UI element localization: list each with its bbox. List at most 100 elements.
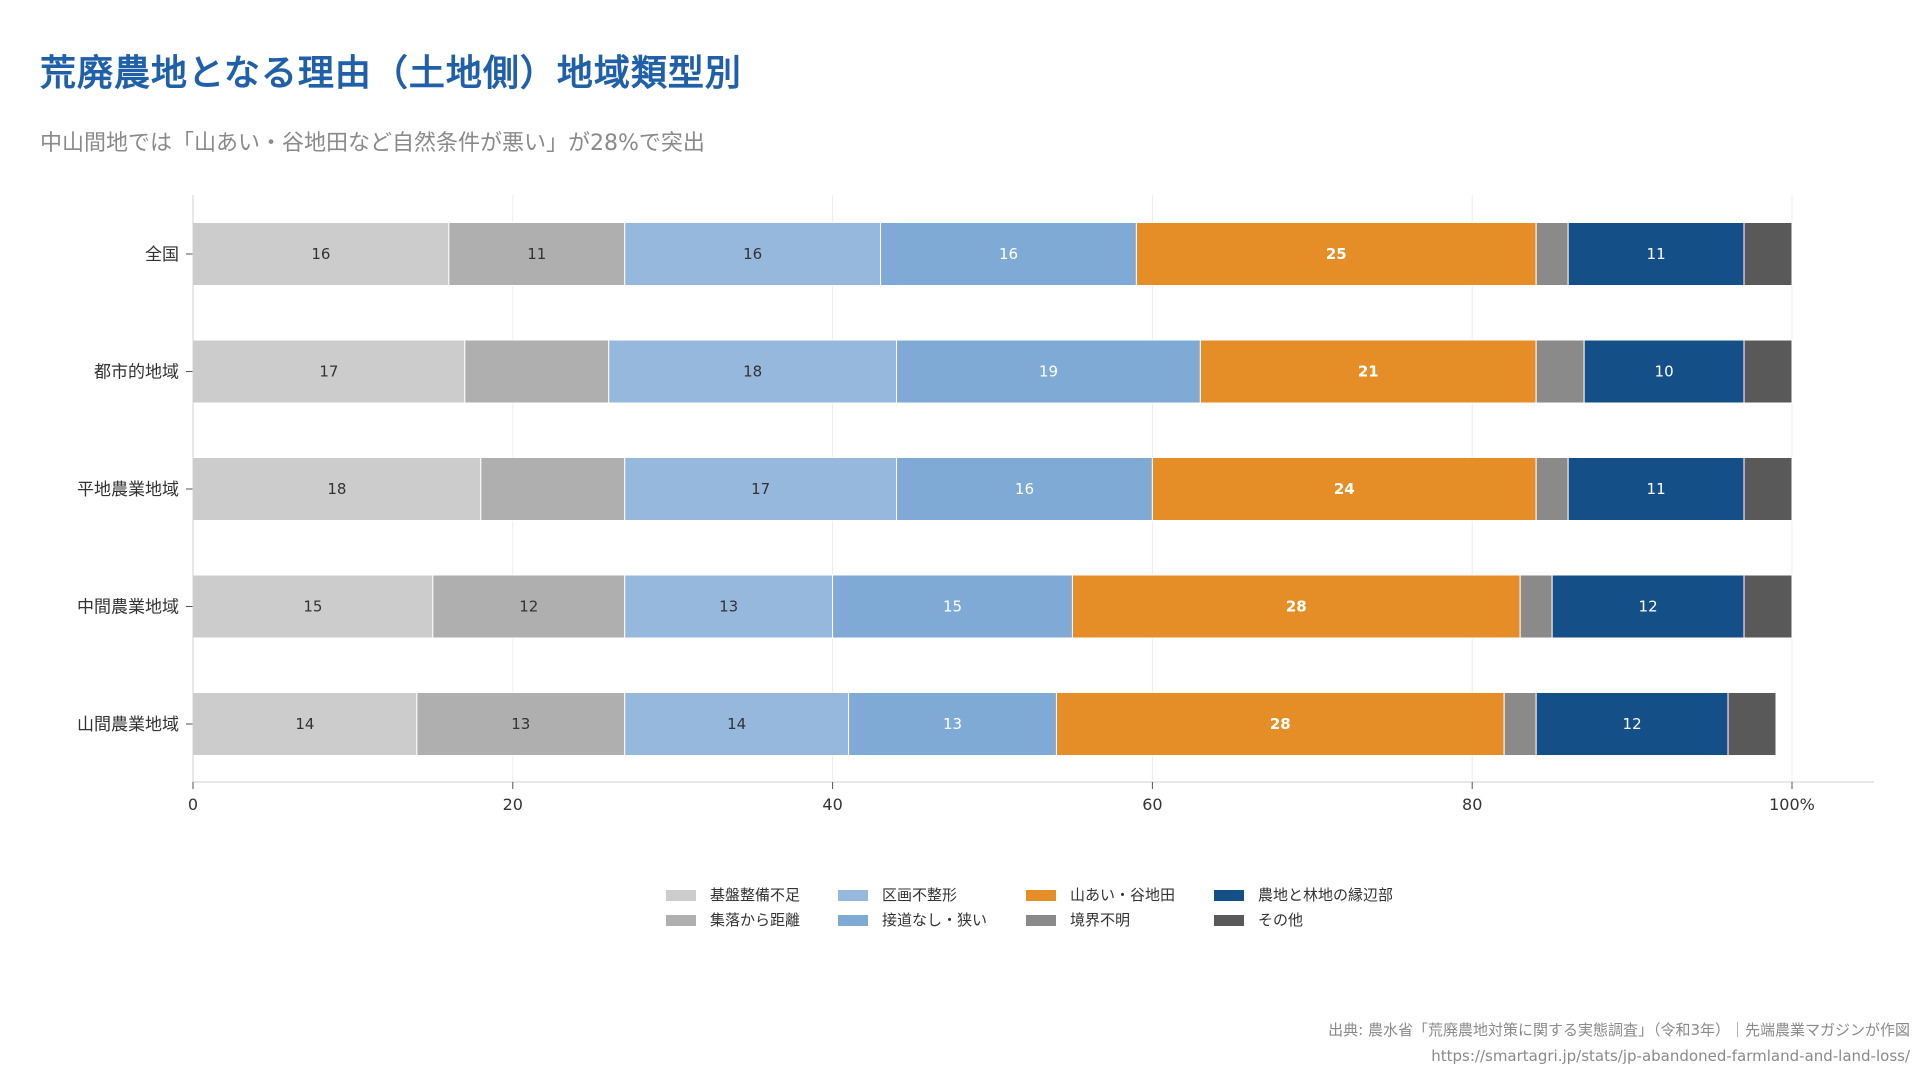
chart-source: 出典: 農水省「荒廃農地対策に関する実態調査」（令和3年）｜先端農業マガジンが作… <box>1328 1017 1910 1069</box>
bar-segment <box>624 457 898 521</box>
bar-segment <box>1743 339 1793 404</box>
legend-item: 山あい・谷地田 <box>1026 885 1175 905</box>
source-url: https://smartagri.jp/stats/jp-abandoned-… <box>1431 1047 1910 1065</box>
legend-swatch <box>838 915 868 926</box>
chart-title: 荒廃農地となる理由（土地側）地域類型別 <box>40 53 742 94</box>
bar-segment <box>1151 457 1537 521</box>
bar-segment <box>1743 222 1793 286</box>
legend-item: 接道なし・狭い <box>838 910 987 930</box>
data-label: 25 <box>1326 245 1347 263</box>
bar-segment <box>1519 574 1553 639</box>
legend-swatch <box>1026 890 1056 901</box>
data-label: 21 <box>1358 363 1379 381</box>
bar-segment <box>1743 457 1793 521</box>
bar-segment <box>1535 457 1569 521</box>
y-tick-label: 平地農業地域 <box>77 480 179 500</box>
bar-segment <box>1567 222 1745 286</box>
bar-segment <box>896 339 1201 404</box>
bar-segment <box>1743 574 1793 639</box>
legend-item: 農地と林地の縁辺部 <box>1214 885 1393 905</box>
data-label: 12 <box>1623 715 1642 733</box>
x-tick-label: 40 <box>822 795 842 814</box>
data-label: 11 <box>1647 245 1666 263</box>
x-tick-label: 0 <box>188 795 198 814</box>
legend-label: 基盤整備不足 <box>710 886 801 904</box>
data-label: 15 <box>943 598 962 616</box>
bar-segment <box>192 222 450 286</box>
bar-segment <box>624 222 882 286</box>
legend-item: その他 <box>1214 910 1303 930</box>
legend-swatch <box>1214 915 1244 926</box>
y-tick-label: 全国 <box>145 245 179 265</box>
data-label: 18 <box>327 480 346 498</box>
bar-segment <box>192 692 418 756</box>
data-label: 15 <box>303 598 322 616</box>
legend-item: 境界不明 <box>1026 910 1130 930</box>
source-citation: 出典: 農水省「荒廃農地対策に関する実態調査」（令和3年）｜先端農業マガジンが作… <box>1328 1021 1910 1039</box>
bar-segment <box>1535 692 1729 756</box>
data-label: 11 <box>1647 480 1666 498</box>
data-label: 17 <box>751 480 770 498</box>
data-label: 12 <box>1639 598 1658 616</box>
chart-subtitle: 中山間地では「山あい・谷地田など自然条件が悪い」が28%で突出 <box>40 131 705 156</box>
y-tick-label: 山間農業地域 <box>77 715 179 735</box>
data-label: 13 <box>943 715 962 733</box>
legend-swatch <box>666 890 696 901</box>
legend-label: 区画不整形 <box>882 886 958 904</box>
bar-segment <box>1071 574 1521 639</box>
data-label: 16 <box>743 245 762 263</box>
legend-label: 境界不明 <box>1070 911 1131 929</box>
bar-segment <box>1503 692 1537 756</box>
legend-label: 集落から距離 <box>710 911 801 929</box>
data-label: 18 <box>743 363 762 381</box>
legend-swatch <box>838 890 868 901</box>
legend-swatch <box>666 915 696 926</box>
bar-segment <box>1535 222 1569 286</box>
bar-segment <box>432 574 626 639</box>
bar-segment <box>1727 692 1777 756</box>
legend-item: 区画不整形 <box>838 885 957 905</box>
bar-segment <box>1055 692 1505 756</box>
data-label: 16 <box>999 245 1018 263</box>
legend-label: その他 <box>1258 911 1304 929</box>
bar-segment <box>464 339 610 404</box>
bar-segment <box>1567 457 1745 521</box>
bar-segment <box>624 574 834 639</box>
data-label: 28 <box>1286 598 1307 616</box>
data-label: 14 <box>727 715 746 733</box>
data-label: 16 <box>1015 480 1034 498</box>
x-tick-label: 100% <box>1769 795 1815 814</box>
bar-segment <box>832 574 1073 639</box>
bar-segment <box>1583 339 1745 404</box>
data-label: 16 <box>311 245 330 263</box>
bar-segment <box>192 457 482 521</box>
legend-item: 集落から距離 <box>666 910 800 930</box>
data-label: 24 <box>1334 480 1355 498</box>
bar-segment <box>1135 222 1537 286</box>
x-tick-label: 20 <box>503 795 523 814</box>
y-tick-label: 都市的地域 <box>94 363 179 383</box>
legend-swatch <box>1026 915 1056 926</box>
bar-segment <box>448 222 626 286</box>
bar-segment <box>1535 339 1585 404</box>
legend-label: 接道なし・狭い <box>882 911 988 929</box>
bar-segment <box>192 339 466 404</box>
data-label: 13 <box>719 598 738 616</box>
data-label: 28 <box>1270 715 1291 733</box>
bar-segment <box>848 692 1057 756</box>
data-label: 19 <box>1039 363 1058 381</box>
data-label: 10 <box>1655 363 1674 381</box>
data-label: 17 <box>319 363 338 381</box>
bar-segment <box>1199 339 1537 404</box>
bar-segment <box>480 457 626 521</box>
data-label: 14 <box>295 715 314 733</box>
legend-item: 基盤整備不足 <box>666 885 800 905</box>
legend-label: 農地と林地の縁辺部 <box>1258 886 1394 904</box>
bar-segment <box>896 457 1153 521</box>
x-tick-label: 60 <box>1142 795 1162 814</box>
data-label: 12 <box>519 598 538 616</box>
bar-segment <box>880 222 1137 286</box>
data-label: 11 <box>527 245 546 263</box>
x-tick-label: 80 <box>1462 795 1482 814</box>
legend-swatch <box>1214 890 1244 901</box>
